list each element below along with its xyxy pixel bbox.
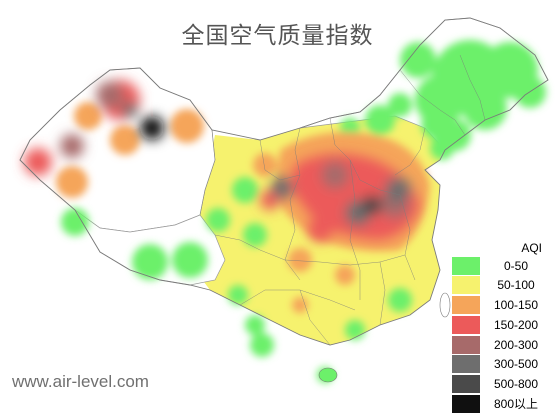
legend-swatch — [452, 296, 480, 315]
province-boundaries — [199, 54, 486, 346]
map-title: 全国空气质量指数 — [181, 23, 374, 49]
china-aqi-map — [19, 17, 549, 383]
legend-label: 100-150 — [480, 296, 552, 315]
legend-swatch — [452, 395, 480, 414]
legend-label: 150-200 — [480, 315, 552, 334]
legend-item: 0-50 — [452, 256, 552, 275]
aqi-legend: AQI 0-50 50-100 100-150 150-200 200-300 300-5… — [452, 240, 552, 414]
legend-swatch — [452, 315, 480, 334]
legend-label: 800以上 — [480, 395, 552, 414]
national-border — [19, 17, 549, 346]
legend-item: 800以上 — [452, 395, 552, 414]
legend-title: AQI — [521, 241, 542, 255]
legend-swatch — [452, 256, 480, 275]
legend-label: 50-100 — [480, 276, 552, 295]
hainan-island — [318, 367, 338, 383]
legend-item: 150-200 — [452, 315, 552, 334]
legend-item: 200-300 — [452, 335, 552, 354]
legend-label: 0-50 — [480, 256, 552, 275]
legend-label: 500-800 — [480, 375, 552, 394]
legend-item: 50-100 — [452, 276, 552, 295]
legend-swatch — [452, 335, 480, 354]
legend-item: 500-800 — [452, 375, 552, 394]
legend-swatch — [452, 355, 480, 374]
legend-item: 300-500 — [452, 355, 552, 374]
legend-label: 300-500 — [480, 355, 552, 374]
legend-swatch — [452, 276, 480, 295]
site-watermark: www.air-level.com — [12, 372, 149, 391]
aqi-hotspots — [24, 80, 420, 242]
legend-item: 100-150 — [452, 296, 552, 315]
legend-swatch — [452, 375, 480, 394]
taiwan-island — [439, 292, 451, 318]
legend-label: 200-300 — [480, 335, 552, 354]
